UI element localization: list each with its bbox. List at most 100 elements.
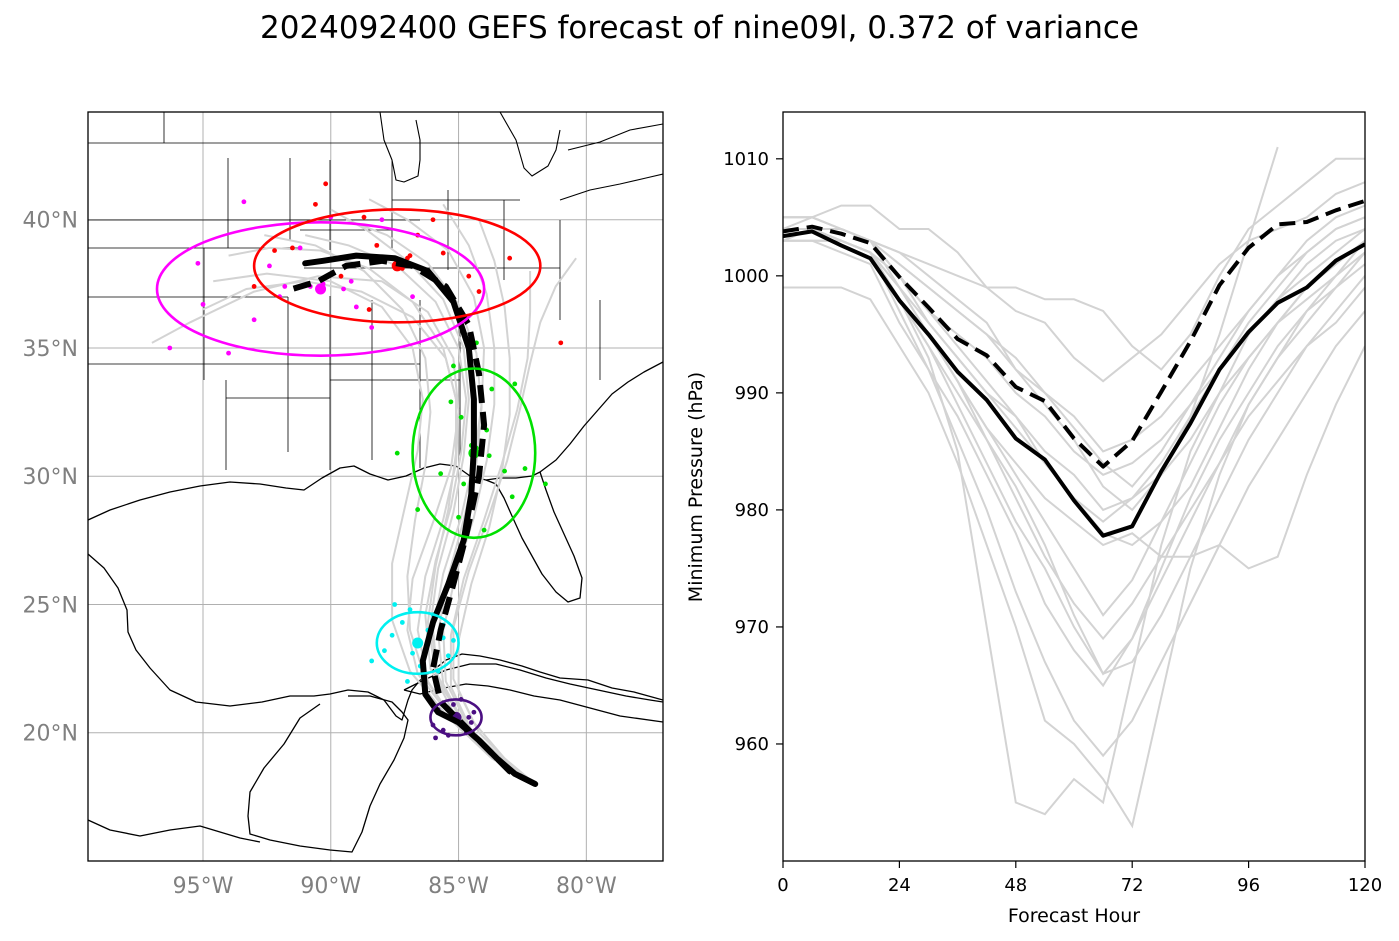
ensemble-position-dot (476, 289, 482, 294)
ensemble-position-dot (369, 658, 375, 664)
uncertainty-ellipses (155, 208, 542, 737)
ensemble-position-dot (458, 414, 464, 420)
y-tick-label: 960 (735, 734, 769, 755)
ensemble-position-dot (509, 494, 515, 500)
ensemble-position-dot (445, 653, 451, 659)
uncertainty-ellipse (252, 208, 542, 324)
ensemble-position-dot (451, 702, 456, 707)
ensemble-track-line (457, 219, 536, 785)
ensemble-position-dot (361, 214, 367, 220)
lon-tick-label: 90°W (300, 874, 361, 899)
ensemble-position-dot (200, 301, 206, 307)
ensemble-position-dot (407, 607, 413, 613)
lon-tick-label: 80°W (556, 874, 617, 899)
y-tick-label: 980 (735, 500, 769, 521)
pressure-ensemble-line (783, 157, 1365, 371)
x-tick-label: 120 (1348, 875, 1382, 896)
ensemble-position-dot (502, 468, 507, 474)
map-frame (87, 111, 664, 862)
ensemble-position-dot (313, 201, 318, 207)
lat-tick-label: 35°N (23, 337, 78, 362)
figure-title: 2024092400 GEFS forecast of nine09l, 0.3… (259, 10, 1139, 46)
ensemble-position-dot (392, 602, 398, 607)
ensemble-position-dot (471, 709, 477, 715)
x-tick-label: 48 (1004, 875, 1027, 896)
ensemble-position-dot (251, 317, 257, 323)
pressure-mean-lines (783, 198, 1365, 538)
ensemble-position-dot (415, 507, 421, 512)
track-map-panel: 95°W 90°W 85°W 80°W 20°N 25°N 30°N 35°N 40°N (23, 111, 664, 899)
ensemble-position-dot (251, 284, 257, 289)
pressure-ensemble-line (783, 239, 1365, 641)
ensemble-position-dot (407, 253, 413, 259)
central-america-coast (88, 819, 261, 843)
ensemble-position-dot (438, 471, 444, 477)
uncertainty-ellipse (155, 220, 486, 357)
ensemble-position-dot (486, 453, 492, 459)
ensemble-position-dot (405, 679, 410, 684)
pressure-ensemble-line (783, 228, 1365, 523)
y-tick-label: 990 (735, 383, 769, 404)
mean-position-marker (315, 283, 327, 295)
ensemble-position-dot (410, 294, 415, 300)
lat-tick-label: 20°N (23, 722, 78, 747)
y-tick-label: 970 (735, 617, 769, 638)
ensemble-position-dot (241, 199, 247, 205)
ensemble-position-dot (341, 286, 346, 292)
x-tick-label: 96 (1237, 875, 1260, 896)
uncertainty-ellipse (411, 367, 537, 540)
pressure-ensemble-line (783, 146, 1279, 512)
ensemble-track-line (264, 234, 536, 785)
ensemble-position-dot (195, 260, 201, 266)
coastline-borders (88, 112, 663, 853)
pressure-plot-panel: 0 24 48 72 96 120 960 970 980 990 1000 1010 Forecas… (685, 111, 1382, 927)
ensemble-position-dot (466, 714, 472, 720)
ensemble-position-dot (267, 263, 272, 269)
ensemble-position-dot (430, 217, 436, 223)
ensemble-position-dot (338, 273, 344, 279)
lat-tick-label: 30°N (23, 465, 78, 490)
pressure-ensemble-line (783, 239, 1365, 676)
ensemble-position-dot (374, 242, 380, 248)
ensemble-position-dot (323, 181, 329, 187)
ensemble-position-dot (297, 245, 303, 251)
ensemble-position-dot (451, 638, 456, 643)
pressure-ensemble-line (783, 228, 1365, 570)
ensemble-position-dot (366, 307, 372, 312)
map-gridlines (88, 112, 663, 861)
texas-louisiana-coast (88, 463, 541, 521)
pressure-ensemble-line (783, 239, 1365, 688)
ensemble-position-dot (522, 466, 528, 471)
ensemble-position-dot (543, 481, 548, 487)
mean-tracks (291, 252, 539, 787)
ensemble-track-line (213, 272, 536, 785)
yucatan-coast (247, 695, 409, 853)
ensemble-position-dot (466, 273, 472, 279)
lat-tick-label: 40°N (23, 209, 78, 234)
y-tick-label: 1010 (723, 149, 769, 170)
pressure-mean-solid (783, 229, 1365, 538)
ensemble-position-dot (558, 340, 564, 346)
plot-frame (782, 111, 1366, 862)
ensemble-position-dot (394, 450, 400, 456)
ensemble-position-dot (433, 735, 438, 741)
ensemble-position-dot (272, 248, 277, 253)
ensemble-position-dot (290, 245, 295, 251)
uncertainty-ellipse (429, 698, 483, 737)
lat-tick-label: 25°N (23, 593, 78, 618)
pressure-ensemble-line (783, 216, 1365, 453)
pressure-ensemble-lines (783, 146, 1365, 829)
ensemble-position-dot (382, 648, 387, 654)
x-axis-label: Forecast Hour (1008, 905, 1140, 927)
x-tick-label: 24 (888, 875, 911, 896)
ensemble-position-dot (348, 278, 354, 284)
great-lakes-outline (379, 112, 663, 201)
ensemble-position-dot (440, 250, 446, 256)
state-border-lines (88, 112, 663, 470)
pressure-ensemble-line (783, 227, 1365, 758)
ensemble-position-dot (507, 255, 513, 261)
lon-tick-label: 95°W (173, 874, 234, 899)
ensemble-position-dot (456, 514, 461, 520)
ensemble-position-dot (379, 217, 385, 223)
